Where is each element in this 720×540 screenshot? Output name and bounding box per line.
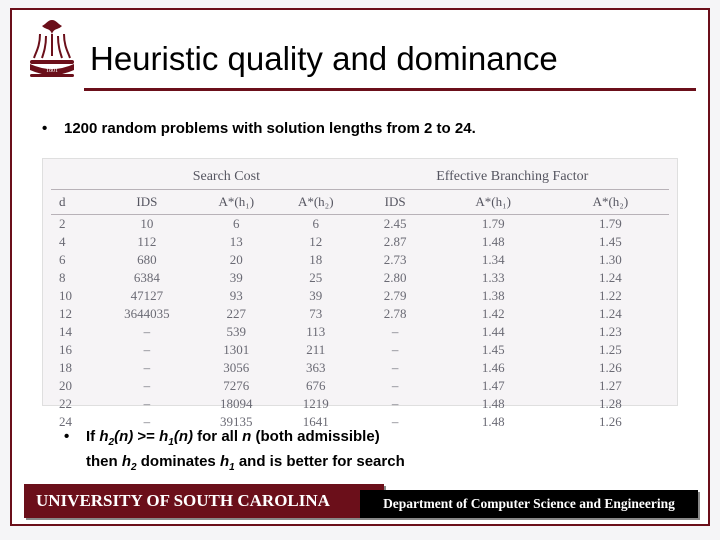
slide-title: Heuristic quality and dominance <box>90 40 688 78</box>
table-row: 104712793392.791.381.22 <box>51 287 669 305</box>
table-row: 411213122.871.481.45 <box>51 233 669 251</box>
table-row: 20–7276676–1.471.27 <box>51 377 669 395</box>
col-astar-h2-2: A*(h₂) <box>552 190 669 215</box>
table-row: 22–180941219–1.481.28 <box>51 395 669 413</box>
table-col-header-row: d IDS A*(h₁) A*(h₂) IDS A*(h₁) A*(h₂) <box>51 190 669 215</box>
col-astar-h1-1: A*(h₁) <box>197 190 276 215</box>
group-header-search-cost: Search Cost <box>97 165 355 190</box>
col-astar-h2-1: A*(h₂) <box>276 190 355 215</box>
title-underline <box>24 88 696 91</box>
footer-university: UNIVERSITY OF SOUTH CAROLINA <box>24 484 384 518</box>
slide-frame: 1801 Heuristic quality and dominance 120… <box>10 8 710 526</box>
table-row: 14–539113–1.441.23 <box>51 323 669 341</box>
footer: UNIVERSITY OF SOUTH CAROLINA Department … <box>24 484 696 520</box>
table-body: 210662.451.791.79 411213122.871.481.45 6… <box>51 215 669 432</box>
usc-logo: 1801 <box>20 16 84 96</box>
bullet-1: 1200 random problems with solution lengt… <box>64 120 678 137</box>
table-row: 123644035227732.781.421.24 <box>51 305 669 323</box>
comparison-table: Search Cost Effective Branching Factor d… <box>42 158 678 406</box>
footer-department: Department of Computer Science and Engin… <box>360 490 698 518</box>
table-row: 18–3056363–1.461.26 <box>51 359 669 377</box>
col-ids2: IDS <box>356 190 435 215</box>
table-row: 8638439252.801.331.24 <box>51 269 669 287</box>
col-ids1: IDS <box>97 190 196 215</box>
col-d: d <box>51 190 97 215</box>
table-row: 16–1301211–1.451.25 <box>51 341 669 359</box>
group-header-branching: Effective Branching Factor <box>356 165 669 190</box>
table-group-header-row: Search Cost Effective Branching Factor <box>51 165 669 190</box>
col-astar-h1-2: A*(h₁) <box>435 190 552 215</box>
table-row: 210662.451.791.79 <box>51 215 669 234</box>
svg-text:1801: 1801 <box>46 68 58 74</box>
table-row: 668020182.731.341.30 <box>51 251 669 269</box>
bullet-2: If h2(n) >= h1(n) for all n (both admiss… <box>86 426 678 475</box>
